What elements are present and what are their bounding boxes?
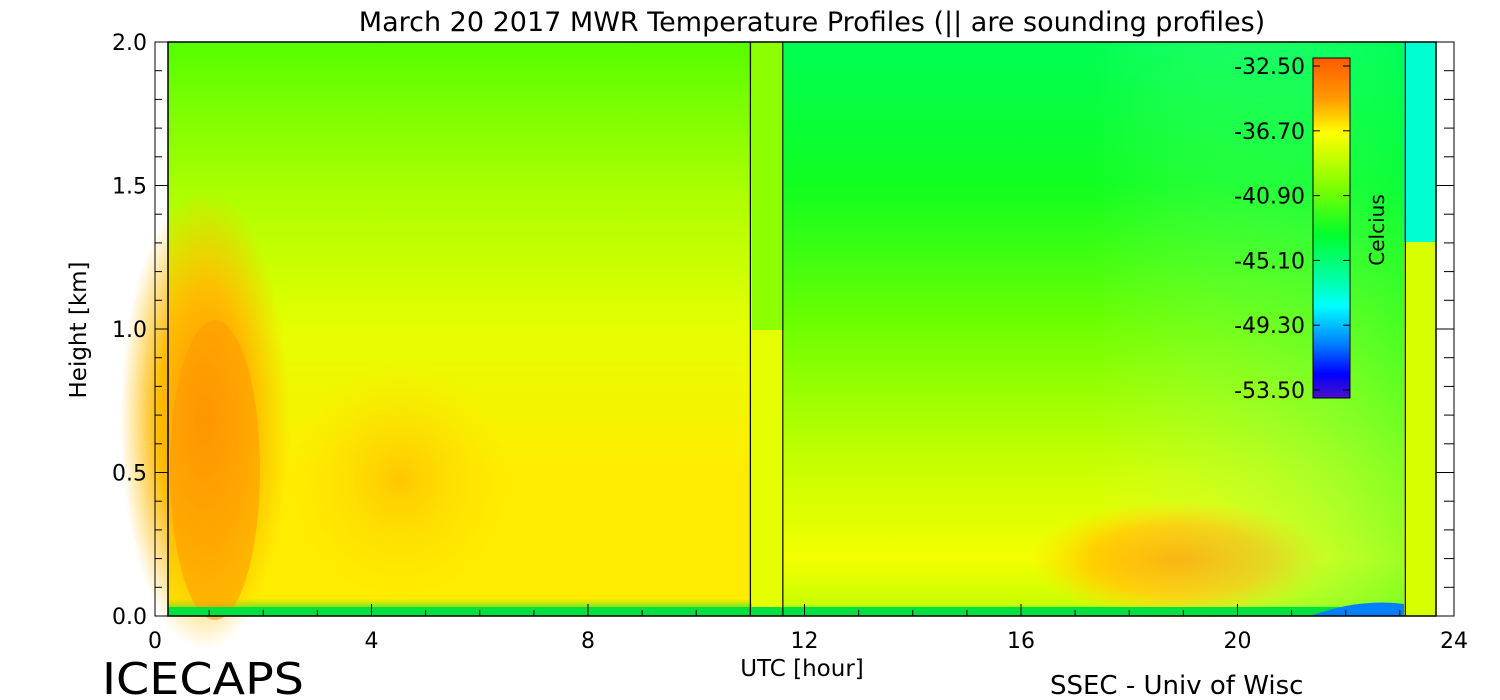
y-tick-label-0: 0.0 xyxy=(112,605,147,630)
colorbar-tick-label-4: -49.30 xyxy=(1234,314,1305,339)
y-tick-label-3: 1.5 xyxy=(112,175,147,200)
x-tick-label-0: 0 xyxy=(148,629,162,654)
x-axis: 0 4 8 12 16 20 24 xyxy=(148,604,1468,654)
footer-right-label: SSEC - Univ of Wisc xyxy=(1050,671,1303,700)
x-tick-label-5: 20 xyxy=(1224,629,1252,654)
colorbar-label: Celcius xyxy=(1365,194,1389,265)
colorbar-tick-label-0: -32.50 xyxy=(1234,55,1305,80)
y-axis-label: Height [km] xyxy=(66,261,92,398)
colorbar-tick-label-1: -36.70 xyxy=(1234,120,1305,145)
footer-left-label: ICECAPS xyxy=(102,654,304,700)
x-tick-label-2: 8 xyxy=(581,629,595,654)
y-axis: 0.0 0.5 1.0 1.5 2.0 xyxy=(112,31,1454,630)
x-tick-label-1: 4 xyxy=(365,629,379,654)
x-tick-label-3: 12 xyxy=(791,629,819,654)
x-tick-label-4: 16 xyxy=(1007,629,1035,654)
colorbar: -32.50 -36.70 -40.90 -45.10 -49.30 -53.50 Cel… xyxy=(1234,55,1389,404)
y-tick-label-2: 1.0 xyxy=(112,318,147,343)
heatmap-field xyxy=(120,42,1436,650)
y-tick-label-4: 2.0 xyxy=(112,31,147,56)
x-tick-label-6: 24 xyxy=(1440,629,1468,654)
x-axis-label: UTC [hour] xyxy=(740,656,864,682)
colorbar-tick-label-5: -53.50 xyxy=(1234,379,1305,404)
colorbar-tick-label-2: -40.90 xyxy=(1234,185,1305,210)
colorbar-gradient xyxy=(1312,57,1351,399)
y-tick-label-1: 0.5 xyxy=(112,462,147,487)
chart-title: March 20 2017 MWR Temperature Profiles (… xyxy=(359,7,1265,38)
colorbar-ticks: -32.50 -36.70 -40.90 -45.10 -49.30 -53.50 xyxy=(1234,55,1350,404)
sounding-lines xyxy=(749,42,1406,616)
colorbar-tick-label-3: -45.10 xyxy=(1234,249,1305,274)
